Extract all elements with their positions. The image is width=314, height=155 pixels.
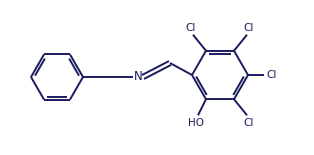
Text: N: N bbox=[134, 71, 142, 84]
Text: Cl: Cl bbox=[266, 70, 276, 80]
Text: Cl: Cl bbox=[244, 23, 254, 33]
Text: Cl: Cl bbox=[186, 23, 196, 33]
Text: Cl: Cl bbox=[244, 118, 254, 128]
Text: HO: HO bbox=[188, 118, 204, 128]
